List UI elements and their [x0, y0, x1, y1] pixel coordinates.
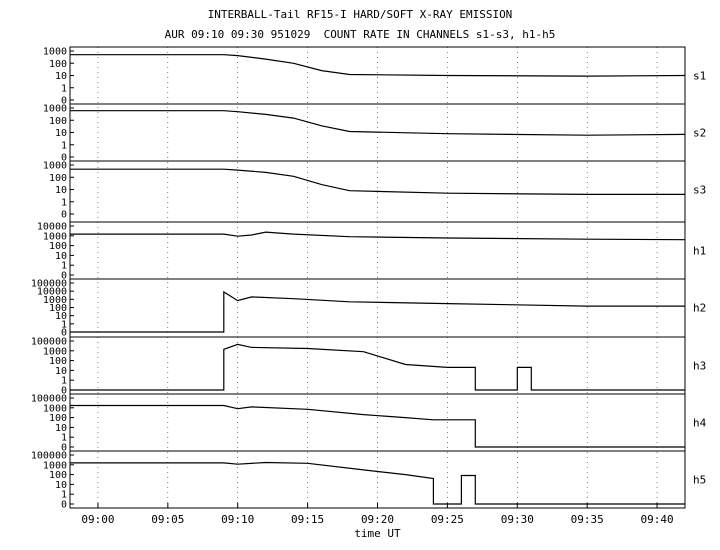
- x-tick-label: 09:15: [291, 513, 324, 526]
- x-tick-label: 09:35: [571, 513, 604, 526]
- y-tick-label: 1: [61, 140, 67, 151]
- panel-label: h1: [693, 245, 706, 258]
- y-tick-label: 100: [49, 59, 67, 70]
- y-tick-label: 0: [61, 386, 67, 397]
- y-tick-label: 10: [55, 311, 67, 322]
- y-tick-label: 1: [61, 197, 67, 208]
- y-tick-label: 1000: [43, 346, 67, 357]
- series-line: [70, 168, 685, 195]
- y-tick-label: 10: [55, 480, 67, 491]
- y-tick-label: 0: [61, 210, 67, 221]
- x-tick-label: 09:05: [151, 513, 184, 526]
- panel-label: s2: [693, 127, 706, 140]
- series-line: [70, 231, 686, 241]
- y-tick-label: 1: [61, 433, 67, 444]
- y-tick-label: 10: [55, 185, 67, 196]
- y-tick-label: 1: [61, 490, 67, 501]
- y-tick-label: 100: [49, 413, 67, 424]
- x-tick-label: 09:40: [640, 513, 673, 526]
- y-tick-label: 1000: [43, 161, 67, 172]
- y-tick-label: 100000: [31, 279, 67, 290]
- y-tick-label: 100000: [31, 394, 67, 405]
- panel-label: s3: [693, 184, 706, 197]
- series-line: [70, 110, 686, 136]
- y-tick-label: 0: [61, 96, 67, 107]
- y-tick-label: 100: [49, 470, 67, 481]
- x-tick-label: 09:30: [501, 513, 534, 526]
- y-tick-label: 0: [61, 153, 67, 164]
- y-tick-label: 100: [49, 241, 67, 252]
- y-tick-label: 1: [61, 83, 67, 94]
- y-tick-label: 1000: [43, 231, 67, 242]
- y-tick-label: 1000: [43, 104, 67, 115]
- panel-frame: [69, 336, 686, 395]
- y-tick-label: 1000: [43, 295, 67, 306]
- x-tick-label: 09:10: [221, 513, 254, 526]
- y-tick-label: 100: [49, 173, 67, 184]
- y-tick-label: 10000: [37, 287, 67, 298]
- x-axis-label: time UT: [354, 527, 401, 540]
- y-tick-label: 0: [61, 443, 67, 454]
- y-tick-label: 10: [55, 423, 67, 434]
- y-tick-label: 0: [61, 500, 67, 511]
- y-tick-label: 10000: [37, 222, 67, 233]
- y-tick-label: 1000: [43, 403, 67, 414]
- x-tick-label: 09:20: [361, 513, 394, 526]
- y-tick-label: 1000: [43, 47, 67, 58]
- y-tick-label: 100: [49, 116, 67, 127]
- series-line: [70, 290, 685, 333]
- y-tick-label: 100: [49, 356, 67, 367]
- panel-frame: [69, 221, 686, 280]
- y-tick-label: 100000: [31, 337, 67, 348]
- chart-title: INTERBALL-Tail RF15-I HARD/SOFT X-RAY EM…: [207, 8, 513, 21]
- y-tick-label: 10: [55, 366, 67, 377]
- y-tick-label: 100000: [31, 451, 67, 462]
- panel-label: s1: [693, 70, 706, 83]
- y-tick-label: 1: [61, 376, 67, 387]
- panel-label: h5: [693, 474, 706, 487]
- chart-subtitle: AUR 09:10 09:30 951029 COUNT RATE IN CHA…: [164, 28, 556, 41]
- y-tick-label: 0: [61, 271, 67, 282]
- series-line: [70, 404, 685, 448]
- x-tick-label: 09:25: [431, 513, 464, 526]
- panel-label: h4: [693, 417, 707, 430]
- series-line: [70, 54, 686, 77]
- series-line: [70, 343, 685, 391]
- y-tick-label: 0: [61, 328, 67, 339]
- panel-label: h2: [693, 302, 706, 315]
- y-tick-label: 1: [61, 319, 67, 330]
- series-line: [70, 461, 685, 505]
- x-tick-label: 09:00: [81, 513, 114, 526]
- y-tick-label: 100: [49, 303, 67, 314]
- y-tick-label: 10: [55, 71, 67, 82]
- y-tick-label: 10: [55, 251, 67, 262]
- y-tick-label: 1000: [43, 460, 67, 471]
- panel-label: h3: [693, 360, 706, 373]
- panel-frame: [69, 450, 686, 509]
- y-tick-label: 1: [61, 261, 67, 272]
- y-tick-label: 10: [55, 128, 67, 139]
